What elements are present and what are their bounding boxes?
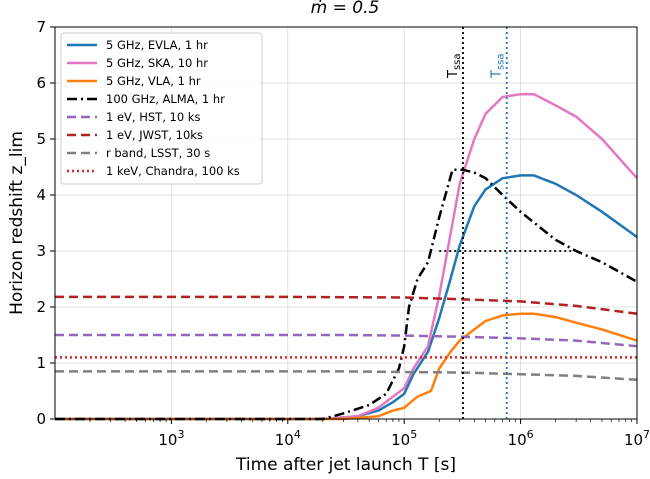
legend-label-5: 1 eV, HST, 10 ks xyxy=(106,110,200,124)
series-line-1 xyxy=(55,174,638,421)
legend-label-3: 5 GHz, VLA, 1 hr xyxy=(106,74,201,88)
series-line-7 xyxy=(55,370,638,382)
legend-label-8: 1 keV, Chandra, 100 ks xyxy=(106,164,240,178)
y-axis-ticks: 0 1 2 3 4 5 6 7 xyxy=(36,18,55,428)
y-tick-label: 3 xyxy=(36,242,46,260)
legend-box xyxy=(60,32,263,185)
legend-label-6: 1 eV, JWST, 10ks xyxy=(106,128,203,142)
y-tick-label: 1 xyxy=(36,354,46,372)
y-tick-label: 2 xyxy=(36,298,46,316)
series-line-6 xyxy=(55,295,638,315)
legend-label-2: 5 GHz, SKA, 10 hr xyxy=(106,56,208,70)
series-line-4 xyxy=(55,168,638,421)
tssa-label-1: Tssa xyxy=(446,53,463,79)
series-line-5 xyxy=(55,333,638,348)
tssa-label-2: Tssa xyxy=(490,53,507,79)
series-group xyxy=(55,92,638,421)
legend-label-1: 5 GHz, EVLA, 1 hr xyxy=(106,38,208,52)
legend-label-7: r band, LSST, 30 s xyxy=(106,146,210,160)
y-axis-label: Horizon redshift z_lim xyxy=(7,131,27,315)
y-tick-label: 5 xyxy=(36,130,46,148)
y-tick-label: 6 xyxy=(36,74,46,92)
x-tick-label: 106 xyxy=(508,428,534,449)
legend-label-4: 100 GHz, ALMA, 1 hr xyxy=(106,92,225,106)
legend: 5 GHz, EVLA, 1 hr 5 GHz, SKA, 10 hr 5 GHz,… xyxy=(60,32,263,185)
reference-lines: Tssa Tssa xyxy=(439,27,577,419)
y-tick-label: 7 xyxy=(36,18,46,36)
chart-title: ṁ = 0.5 xyxy=(311,0,380,18)
x-tick-label: 104 xyxy=(275,428,301,449)
plot-frame xyxy=(54,26,638,420)
y-tick-label: 0 xyxy=(36,410,46,428)
series-line-2 xyxy=(55,92,638,421)
x-axis-label: Time after jet launch T [s] xyxy=(235,455,456,475)
x-tick-label: 105 xyxy=(391,428,417,449)
series-line-3 xyxy=(55,312,638,421)
x-tick-label: 107 xyxy=(624,428,650,449)
x-tick-label: 103 xyxy=(158,428,184,449)
x-axis-ticks: 103 104 105 106 107 xyxy=(89,419,650,449)
y-tick-label: 4 xyxy=(36,186,46,204)
